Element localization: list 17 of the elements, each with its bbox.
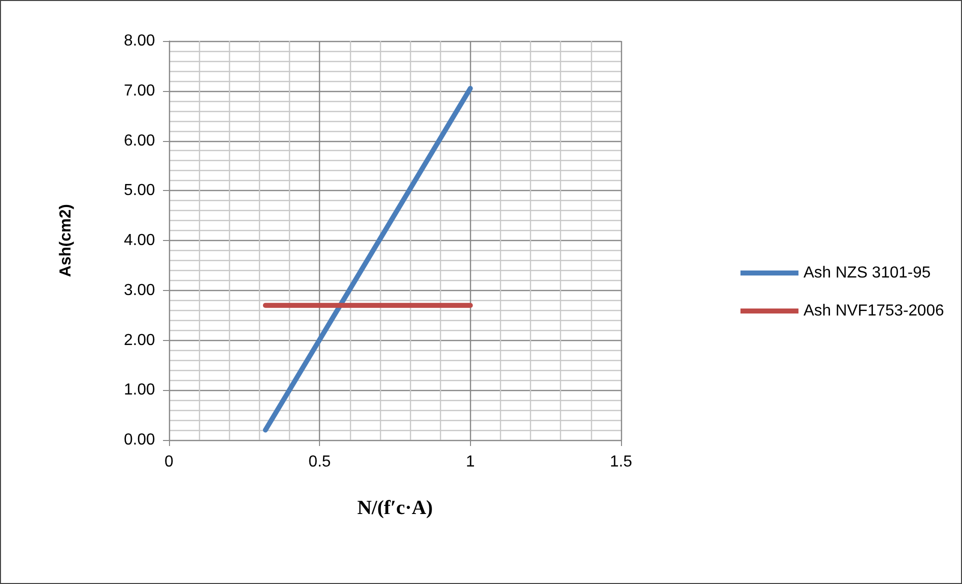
y-tick-label: 8.00	[124, 32, 156, 50]
x-tick-label: 1.5	[610, 454, 632, 470]
y-tick-label: 1.00	[124, 382, 156, 399]
legend-label: Ash NZS 3101-95	[803, 264, 931, 282]
x-tick-label: 0	[164, 454, 174, 470]
y-tick-label: 7.00	[124, 82, 156, 100]
x-tick-label: 1	[466, 454, 475, 470]
y-tick-label: 3.00	[124, 282, 156, 299]
y-tick-label: 6.00	[124, 132, 156, 150]
x-axis-title: N/(f′c·A)	[357, 497, 433, 519]
legend-label: Ash NVF1753-2006	[803, 302, 944, 320]
y-tick-label: 0.00	[124, 432, 156, 448]
y-axis-title: Ash(cm2)	[58, 204, 74, 277]
y-tick-label: 4.00	[124, 232, 156, 249]
y-tick-label: 2.00	[124, 332, 156, 349]
x-tick-label: 0.5	[308, 454, 331, 470]
y-tick-label: 5.00	[124, 182, 156, 200]
